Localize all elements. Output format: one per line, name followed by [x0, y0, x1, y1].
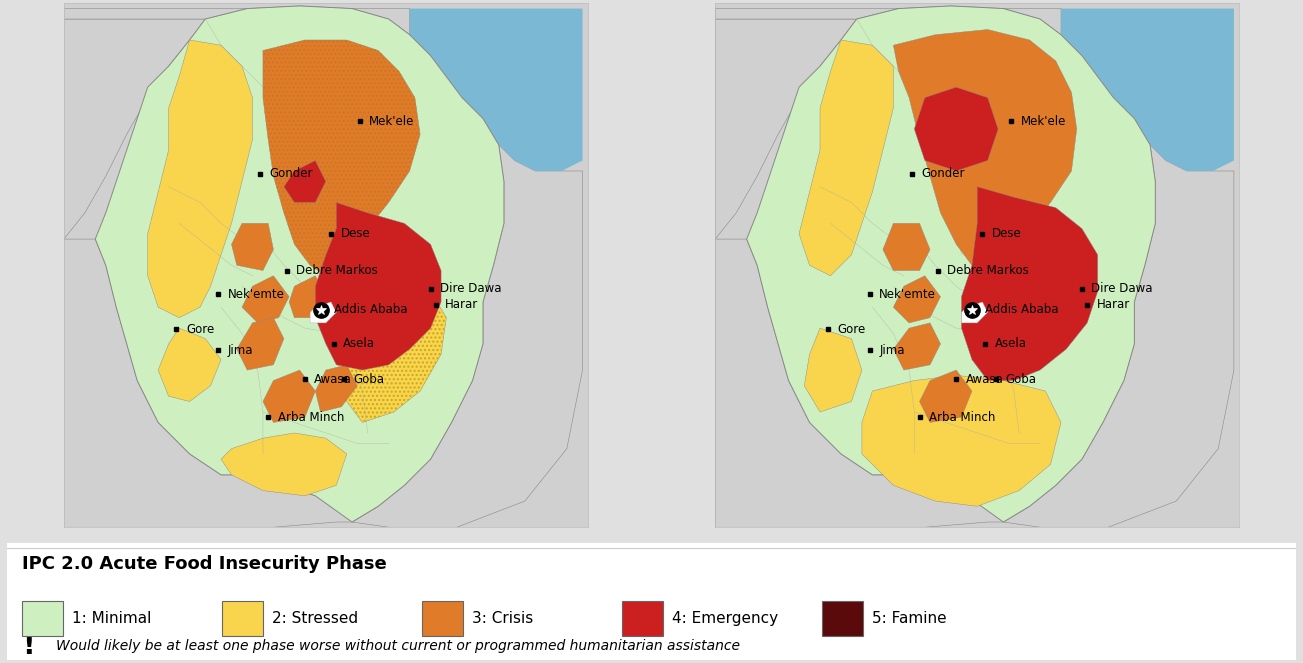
Text: Nek'emte: Nek'emte [880, 288, 936, 300]
Polygon shape [962, 302, 988, 323]
Text: Dire Dawa: Dire Dawa [440, 282, 502, 295]
Polygon shape [64, 6, 409, 34]
Polygon shape [1061, 19, 1108, 77]
Polygon shape [347, 286, 447, 422]
Polygon shape [804, 328, 861, 412]
Polygon shape [263, 370, 315, 422]
Text: !: ! [22, 632, 35, 660]
Polygon shape [64, 239, 378, 527]
Text: Debre Markos: Debre Markos [296, 264, 378, 277]
Polygon shape [861, 375, 1061, 507]
Polygon shape [158, 328, 222, 402]
Polygon shape [715, 6, 1061, 34]
Polygon shape [315, 202, 442, 370]
Polygon shape [263, 40, 420, 276]
Text: Dese: Dese [992, 227, 1022, 241]
Polygon shape [315, 365, 357, 412]
Text: 4: Emergency: 4: Emergency [672, 611, 778, 627]
Polygon shape [920, 370, 972, 422]
Polygon shape [894, 323, 941, 370]
Polygon shape [409, 9, 582, 171]
Text: Arba Minch: Arba Minch [278, 410, 344, 424]
Polygon shape [799, 40, 894, 276]
Polygon shape [237, 318, 284, 370]
Polygon shape [222, 433, 347, 496]
Text: Would likely be at least one phase worse without current or programmed humanitar: Would likely be at least one phase worse… [56, 638, 740, 652]
Text: 3: Crisis: 3: Crisis [472, 611, 533, 627]
Text: Addis Ababa: Addis Ababa [985, 303, 1058, 316]
Text: Harar: Harar [446, 298, 478, 311]
Text: Jima: Jima [880, 343, 904, 357]
Text: 1: Minimal: 1: Minimal [72, 611, 151, 627]
Text: Asela: Asela [994, 337, 1027, 350]
Text: Nek'emte: Nek'emte [228, 288, 285, 300]
Polygon shape [95, 6, 504, 522]
Polygon shape [894, 30, 1076, 276]
Text: Mek'ele: Mek'ele [1020, 115, 1066, 128]
Text: 2: Stressed: 2: Stressed [272, 611, 358, 627]
Text: Gonder: Gonder [921, 167, 964, 180]
Text: Dire Dawa: Dire Dawa [1092, 282, 1153, 295]
Polygon shape [747, 6, 1156, 522]
Polygon shape [232, 223, 274, 271]
Text: Harar: Harar [1097, 298, 1130, 311]
Text: Goba: Goba [1005, 373, 1036, 386]
Text: Gore: Gore [838, 323, 865, 335]
Polygon shape [894, 276, 941, 323]
Polygon shape [409, 19, 457, 77]
Polygon shape [915, 87, 998, 171]
Polygon shape [715, 19, 856, 239]
Text: Awasa: Awasa [314, 373, 352, 386]
Text: Gore: Gore [186, 323, 214, 335]
Text: Awasa: Awasa [966, 373, 1003, 386]
Polygon shape [242, 276, 289, 323]
Text: Jima: Jima [228, 343, 253, 357]
Text: 5: Famine: 5: Famine [872, 611, 947, 627]
FancyBboxPatch shape [822, 601, 863, 636]
Text: Goba: Goba [353, 373, 384, 386]
Polygon shape [310, 302, 336, 323]
Polygon shape [1003, 97, 1234, 527]
Polygon shape [284, 160, 326, 202]
Text: Dese: Dese [340, 227, 370, 241]
Polygon shape [883, 223, 930, 271]
FancyBboxPatch shape [22, 601, 64, 636]
Polygon shape [289, 276, 326, 318]
Text: Gonder: Gonder [270, 167, 313, 180]
Text: Arba Minch: Arba Minch [929, 410, 995, 424]
Text: Addis Ababa: Addis Ababa [334, 303, 407, 316]
Polygon shape [352, 97, 582, 527]
Polygon shape [1061, 9, 1234, 171]
Text: IPC 2.0 Acute Food Insecurity Phase: IPC 2.0 Acute Food Insecurity Phase [22, 555, 387, 573]
Text: Mek'ele: Mek'ele [369, 115, 414, 128]
FancyBboxPatch shape [222, 601, 263, 636]
FancyBboxPatch shape [422, 601, 463, 636]
Text: Debre Markos: Debre Markos [947, 264, 1029, 277]
FancyBboxPatch shape [622, 601, 663, 636]
Text: Asela: Asela [343, 337, 375, 350]
Polygon shape [64, 19, 206, 239]
Polygon shape [962, 187, 1097, 381]
Polygon shape [715, 239, 1029, 527]
Polygon shape [147, 40, 253, 318]
